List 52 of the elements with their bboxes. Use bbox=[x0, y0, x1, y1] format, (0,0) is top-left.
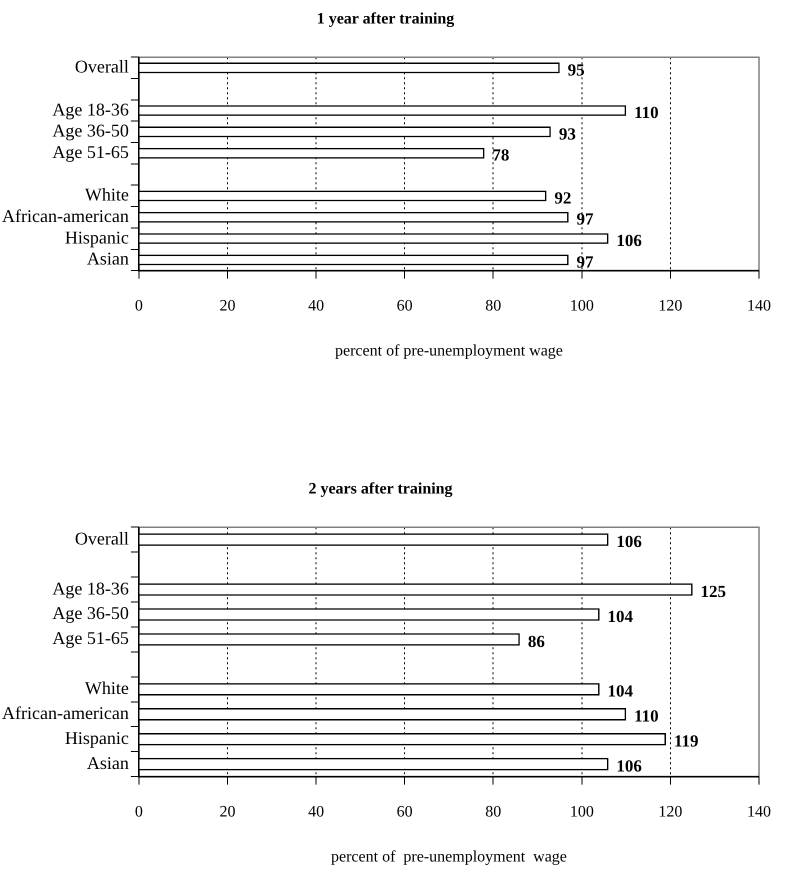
x-tick-label: 20 bbox=[220, 297, 236, 314]
x-tick-label: 100 bbox=[570, 803, 594, 820]
x-tick-label: 0 bbox=[134, 297, 143, 314]
data-label: 78 bbox=[492, 146, 510, 165]
data-label: 119 bbox=[674, 732, 699, 751]
y-tick-label: Hispanic bbox=[64, 728, 129, 748]
y-tick-label: African-american bbox=[2, 702, 129, 723]
x-tick-label: 20 bbox=[220, 803, 236, 820]
data-label: 106 bbox=[616, 230, 642, 250]
data-label: 125 bbox=[700, 582, 726, 601]
y-tick-label: Asian bbox=[86, 752, 129, 773]
x-tick-label: 140 bbox=[747, 297, 771, 314]
y-tick-label: African-american bbox=[2, 206, 129, 226]
data-label: 106 bbox=[616, 756, 642, 776]
x-tick-label: 100 bbox=[570, 297, 594, 314]
data-label: 93 bbox=[558, 124, 576, 144]
x-tick-label: 40 bbox=[308, 803, 324, 820]
x-tick-label: 0 bbox=[134, 803, 143, 820]
x-tick-label: 120 bbox=[658, 803, 682, 820]
y-tick-label: Age 51-65 bbox=[52, 628, 129, 648]
x-axis-title: percent of pre-unemployment wage bbox=[335, 342, 563, 360]
data-label: 110 bbox=[634, 102, 659, 122]
data-label: 97 bbox=[576, 252, 594, 272]
y-tick-label: White bbox=[84, 678, 129, 698]
chart-title: 2 years after training bbox=[308, 480, 453, 498]
data-label: 95 bbox=[568, 60, 585, 80]
y-tick-label: Age 18-36 bbox=[52, 99, 129, 120]
data-label: 106 bbox=[616, 532, 642, 552]
y-tick-label: Overall bbox=[74, 56, 129, 77]
data-label: 104 bbox=[608, 682, 634, 701]
y-tick-label: Age 18-36 bbox=[52, 578, 129, 598]
chart-title: 1 year after training bbox=[316, 10, 454, 28]
x-axis-title: percent of pre-unemployment wage bbox=[331, 848, 567, 866]
x-tick-label: 120 bbox=[658, 297, 682, 314]
data-label: 104 bbox=[608, 606, 634, 626]
x-tick-label: 60 bbox=[396, 803, 413, 820]
y-tick-label: Overall bbox=[74, 528, 129, 548]
y-tick-label: Age 36-50 bbox=[52, 120, 129, 141]
y-tick-label: Hispanic bbox=[64, 227, 129, 248]
data-label: 86 bbox=[528, 632, 545, 651]
data-label: 97 bbox=[576, 210, 594, 229]
y-tick-label: Age 51-65 bbox=[52, 142, 129, 162]
data-label: 110 bbox=[634, 706, 659, 726]
x-tick-label: 140 bbox=[747, 803, 771, 820]
y-tick-label: White bbox=[84, 184, 129, 205]
x-tick-label: 80 bbox=[485, 297, 502, 314]
x-tick-label: 60 bbox=[396, 297, 413, 314]
y-tick-label: Asian bbox=[86, 248, 129, 269]
x-tick-label: 40 bbox=[308, 297, 324, 314]
data-label: 92 bbox=[554, 188, 572, 208]
y-tick-label: Age 36-50 bbox=[52, 603, 129, 624]
x-tick-label: 80 bbox=[485, 803, 502, 820]
